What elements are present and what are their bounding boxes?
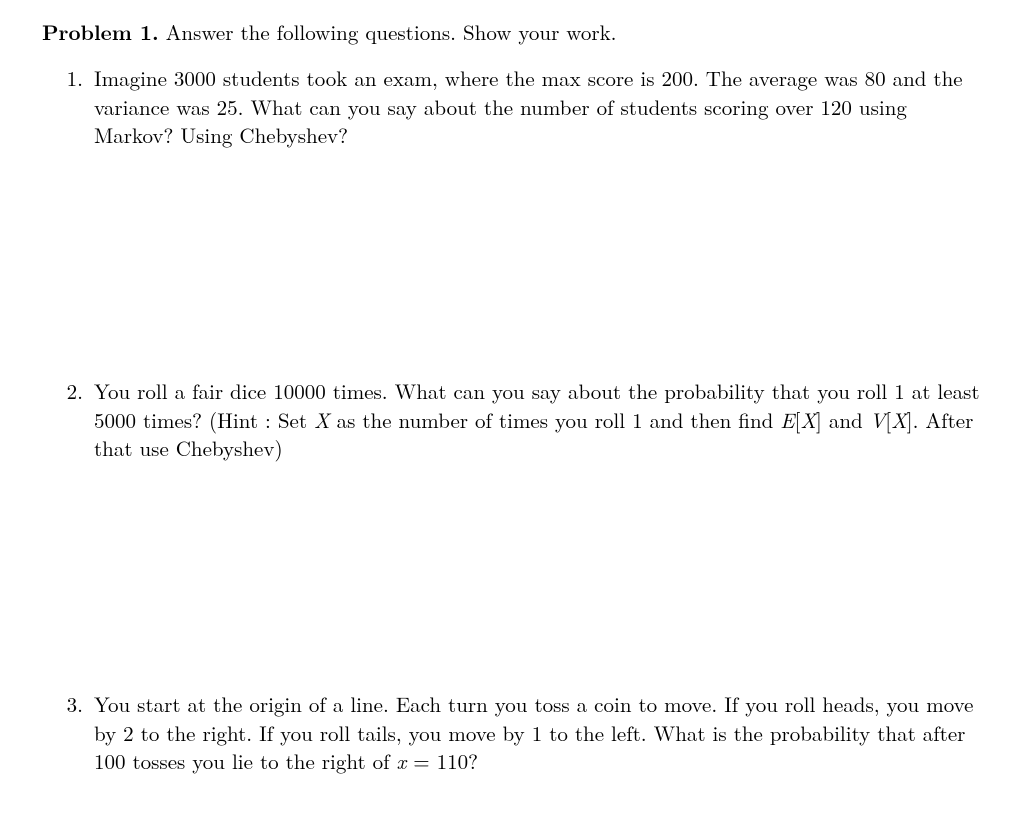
math-var-v: V: [870, 405, 886, 435]
question-2-mid2: and: [822, 405, 870, 435]
math-var-x: x: [397, 746, 407, 776]
questions-list: Imagine 3000 students took an exam, wher…: [42, 64, 982, 775]
math-var-x: X: [800, 405, 816, 435]
problem-header: Problem 1. Answer the following question…: [42, 18, 982, 46]
page: Problem 1. Answer the following question…: [0, 0, 1024, 775]
problem-label: Problem 1.: [42, 17, 159, 47]
math-var-x: X: [314, 405, 330, 435]
math-var-x: X: [891, 405, 907, 435]
question-1-text: Imagine 3000 students took an exam, wher…: [94, 63, 963, 150]
question-2-mid1: as the number of times you roll 1 and th…: [330, 405, 781, 435]
question-3: You start at the origin of a line. Each …: [90, 690, 982, 775]
problem-instruction: Answer the following questions. Show you…: [166, 17, 617, 47]
question-2: You roll a fair dice 10000 times. What c…: [90, 377, 982, 462]
math-var-e: E: [780, 405, 794, 435]
question-1: Imagine 3000 students took an exam, wher…: [90, 64, 982, 149]
question-3-pre: You start at the origin of a line. Each …: [94, 689, 973, 776]
question-3-eq: = 110?: [406, 746, 478, 776]
